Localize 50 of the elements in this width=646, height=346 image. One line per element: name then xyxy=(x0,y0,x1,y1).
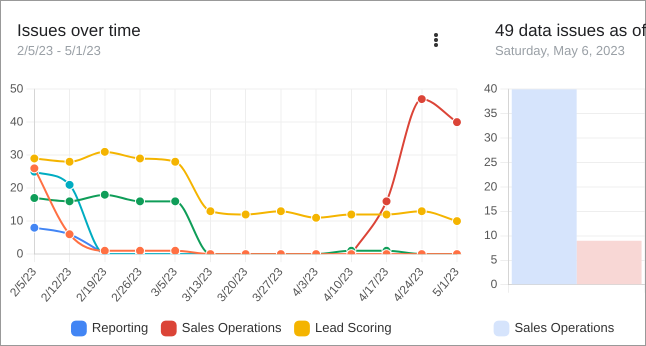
point xyxy=(100,190,110,200)
chart-title: 49 data issues as of xyxy=(495,21,646,41)
point xyxy=(382,210,392,220)
y-tick-label: 10 xyxy=(10,213,24,228)
point xyxy=(311,212,322,223)
legend-label: Sales Operations xyxy=(182,320,282,336)
point xyxy=(64,180,75,190)
point xyxy=(452,117,462,128)
point xyxy=(170,156,180,167)
y-tick-label: 20 xyxy=(484,179,498,194)
y-tick-label: 10 xyxy=(484,228,498,242)
legend-label: Reporting xyxy=(92,320,148,336)
point xyxy=(170,246,180,254)
point xyxy=(100,246,110,254)
chart-subtitle: Saturday, May 6, 2023 xyxy=(495,43,625,58)
y-tick-label: 0 xyxy=(16,246,24,260)
point xyxy=(240,210,251,220)
legend-label: Lead Scoring xyxy=(314,320,392,336)
point xyxy=(382,196,392,206)
point xyxy=(135,196,146,206)
point xyxy=(29,153,40,164)
y-tick-label: 40 xyxy=(484,82,498,96)
point xyxy=(170,196,180,206)
point xyxy=(64,156,75,167)
y-tick-label: 5 xyxy=(490,252,498,267)
y-tick-label: 50 xyxy=(10,82,24,96)
y-tick-label: 35 xyxy=(484,106,498,120)
point xyxy=(135,153,146,164)
point xyxy=(64,196,75,206)
point xyxy=(29,163,40,174)
point xyxy=(276,206,286,216)
point xyxy=(135,246,146,254)
y-tick-label: 30 xyxy=(484,130,498,144)
y-tick-label: 0 xyxy=(490,277,498,292)
chart-title: Issues over time xyxy=(17,21,141,41)
point xyxy=(452,216,462,226)
chart-subtitle: 2/5/23 - 5/1/23 xyxy=(17,43,101,58)
point xyxy=(29,193,40,204)
y-tick-label: 20 xyxy=(10,180,24,194)
point xyxy=(100,146,110,157)
legend-label: Sales Operations xyxy=(514,320,615,336)
point xyxy=(416,94,427,104)
y-tick-label: 40 xyxy=(10,114,24,128)
y-tick-label: 30 xyxy=(10,147,24,162)
y-tick-label: 25 xyxy=(484,154,498,169)
y-tick-label: 15 xyxy=(484,204,498,218)
point xyxy=(416,206,427,216)
point xyxy=(29,222,40,233)
point xyxy=(205,206,216,216)
point xyxy=(346,210,356,220)
